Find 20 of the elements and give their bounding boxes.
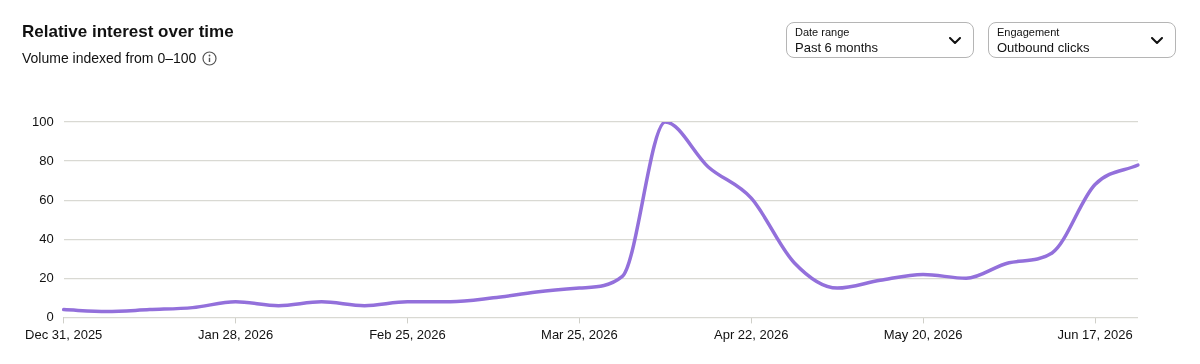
x-tick-label: Feb 25, 2026 <box>369 326 446 342</box>
chart-subtitle: Volume indexed from 0–100 <box>22 50 197 66</box>
x-tick-label: Jan 28, 2026 <box>197 326 274 342</box>
y-tick-label: 60 <box>39 191 54 207</box>
line-series <box>61 122 1140 314</box>
text: Past 6 months <box>795 40 879 55</box>
chart-title: Relative interest over time <box>22 22 234 42</box>
text: Date range <box>795 26 850 38</box>
x-tick-label: Mar 25, 2026 <box>541 326 618 342</box>
x-tick-label: Apr 22, 2026 <box>714 326 789 342</box>
text: Engagement <box>997 26 1060 38</box>
y-tick-label: 100 <box>31 113 54 129</box>
text: Outbound clicks <box>997 40 1090 55</box>
y-tick-label: 80 <box>39 152 54 168</box>
x-tick-label: Dec 31, 2025 <box>25 326 103 342</box>
y-tick-label: 20 <box>39 269 54 285</box>
y-tick-label: 40 <box>39 230 54 246</box>
x-tick-label: May 20, 2026 <box>883 326 963 342</box>
y-tick-label: 0 <box>46 308 54 324</box>
x-tick-label: Jun 17, 2026 <box>1057 326 1133 342</box>
